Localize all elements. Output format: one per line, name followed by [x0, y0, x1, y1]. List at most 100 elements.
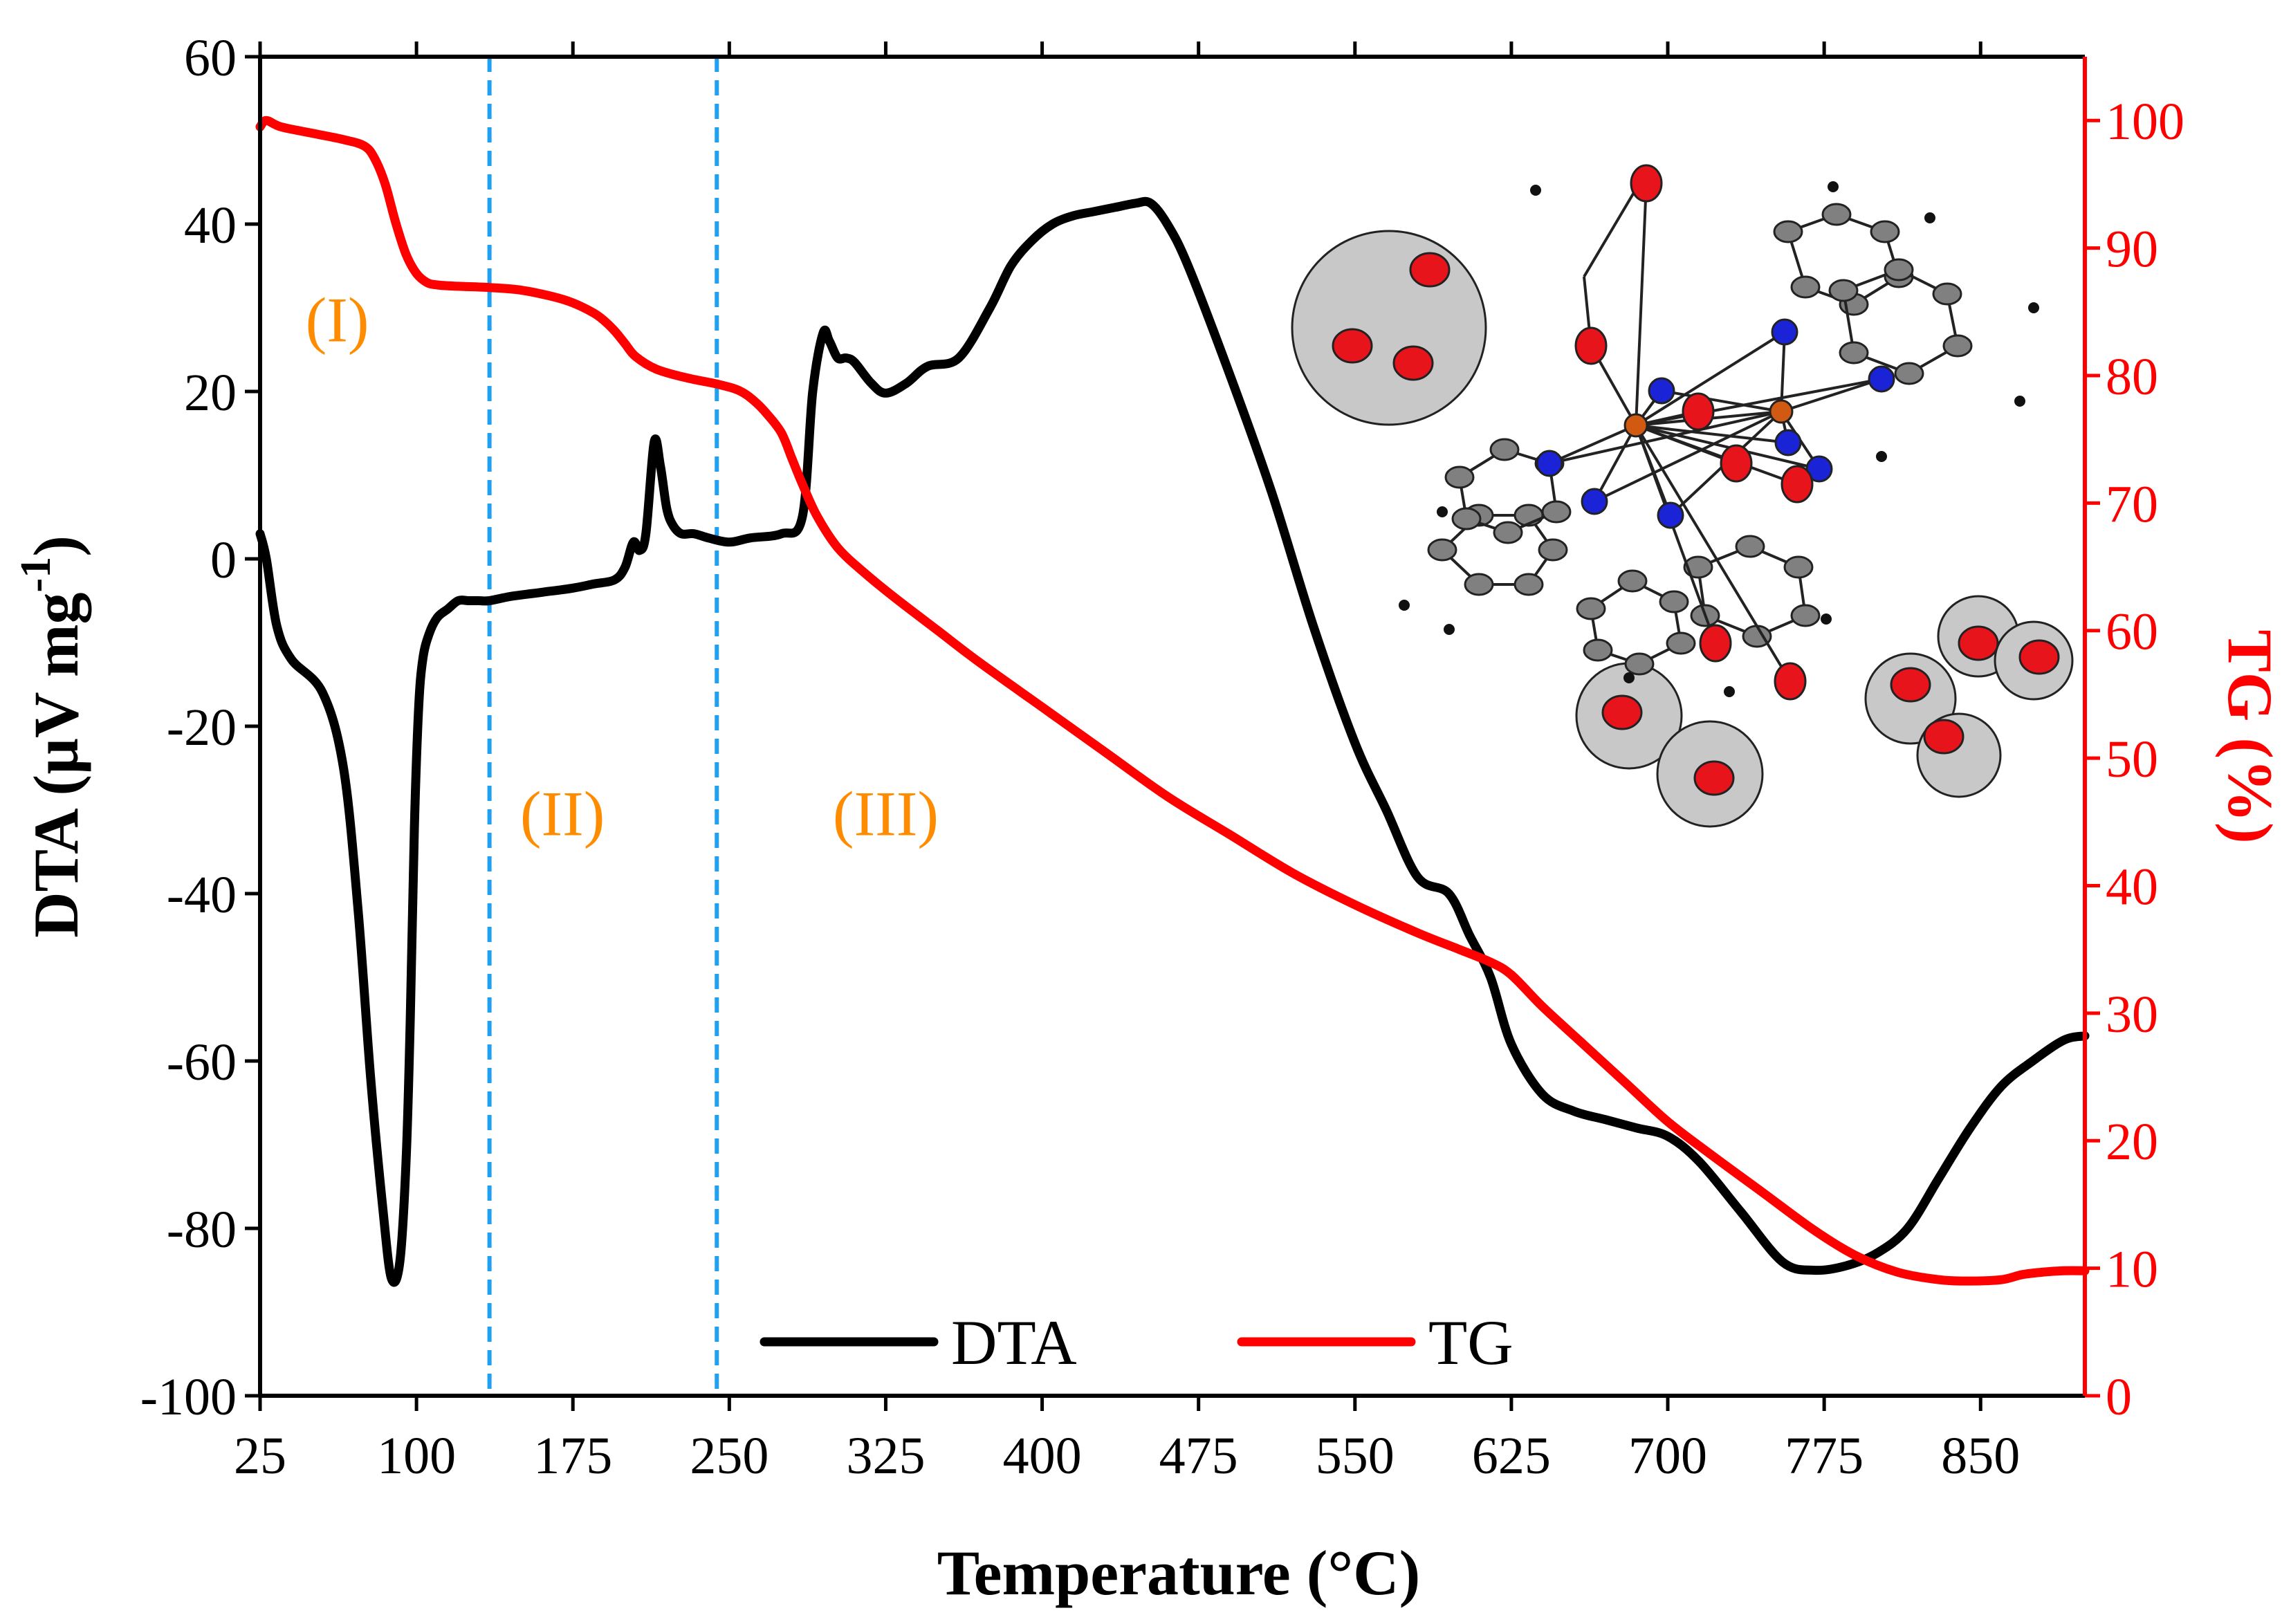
y-left-tick-label--100: -100 [140, 1368, 237, 1426]
water-oxygen-1 [1409, 252, 1451, 288]
hydrogen-6 [2028, 302, 2039, 313]
hydrogen-8 [1876, 451, 1887, 462]
carbon-ring1-5 [1464, 573, 1494, 596]
carbon-ring5-2 [1783, 555, 1814, 579]
y-left-axis-title: DTA (µV mg-1) [12, 535, 91, 938]
copper-1 [1623, 413, 1648, 438]
y-right-tick-label-70: 70 [2106, 475, 2158, 533]
bond [1635, 424, 1792, 683]
oxygen-1 [1574, 326, 1608, 365]
bond [1583, 182, 1641, 278]
nitrogen-2 [1536, 450, 1563, 477]
hydrogen-7 [2014, 396, 2025, 407]
svg-text:DTA (µV mg-1): DTA (µV mg-1) [12, 535, 91, 938]
water-oxygen-3 [1392, 345, 1434, 381]
carbon-ring6-3 [1666, 631, 1696, 655]
x-tick-label-625: 625 [1472, 1427, 1551, 1485]
oxygen-7 [1630, 164, 1663, 203]
carbon-ring3-5 [1790, 275, 1821, 299]
oxygen-5 [1699, 624, 1732, 663]
x-tick-label-400: 400 [1003, 1427, 1082, 1485]
series-line-dta [255, 196, 2090, 1287]
region-label-3: (III) [833, 778, 939, 849]
carbon-ring2-0 [1444, 465, 1475, 489]
region-dividers [487, 57, 719, 1396]
axes: 25 100 175 250 325 400 475 550 625 700 775 850-100-… [140, 29, 2184, 1485]
carbon-ring6-1 [1617, 569, 1648, 593]
x-tick-label-25: 25 [234, 1427, 286, 1485]
water-oxygen-4 [1601, 694, 1643, 730]
region-label-1: (I) [306, 284, 369, 355]
nitrogen-1 [1648, 377, 1675, 405]
oxygen-6 [1774, 662, 1807, 701]
oxygen-2 [1682, 392, 1715, 431]
nitrogen-5 [1771, 318, 1798, 346]
copper-2 [1769, 399, 1794, 424]
crystal-structure-inset [1291, 164, 2074, 828]
water-oxygen-5 [1693, 760, 1735, 796]
y-right-tick-label-40: 40 [2106, 858, 2158, 916]
y-right-axis-title: TG (%) [2215, 629, 2282, 843]
carbon-ring4-4 [1894, 362, 1924, 385]
carbon-ring2-3 [1541, 500, 1572, 524]
x-tick-label-250: 250 [690, 1427, 769, 1485]
carbon-ring3-1 [1821, 203, 1852, 226]
water-halo-1 [1291, 230, 1487, 426]
carbon-ring5-3 [1790, 604, 1821, 627]
bond [1635, 424, 1798, 486]
region-label-2: (II) [520, 778, 605, 849]
y-right-tick-label-10: 10 [2106, 1241, 2158, 1299]
hydrogen-9 [1821, 613, 1832, 625]
bond [1635, 424, 1820, 470]
bond [1549, 424, 1637, 465]
nitrogen-4 [1657, 501, 1684, 529]
y-right-tick-label-90: 90 [2106, 221, 2158, 279]
bond [1635, 424, 1789, 444]
carbon-ring6-2 [1659, 590, 1689, 613]
y-right-tick-label-80: 80 [2106, 348, 2158, 406]
x-tick-label-175: 175 [533, 1427, 612, 1485]
y-right-tick-label-20: 20 [2106, 1113, 2158, 1171]
carbon-ring6-4 [1624, 652, 1655, 676]
y-right-tick-label-0: 0 [2106, 1368, 2132, 1426]
legend-label-tg: TG [1428, 1307, 1513, 1378]
hydrogen-11 [1623, 672, 1635, 683]
y-left-tick-label--80: -80 [167, 1201, 237, 1259]
y-left-tick-label-0: 0 [210, 531, 237, 589]
carbon-ring2-5 [1451, 507, 1482, 530]
x-tick-label-475: 475 [1159, 1427, 1238, 1485]
y-left-title-close: ) [21, 535, 91, 557]
carbon-ring6-5 [1583, 638, 1613, 662]
water-oxygen-8 [1958, 625, 1999, 661]
svg-text:TG (%): TG (%) [2215, 629, 2282, 843]
y-left-tick-label--60: -60 [167, 1033, 237, 1091]
hydrogen-10 [1724, 686, 1735, 697]
x-tick-label-700: 700 [1628, 1427, 1707, 1485]
oxygen-4 [1780, 465, 1814, 504]
x-tick-label-775: 775 [1785, 1427, 1864, 1485]
y-right-tick-label-50: 50 [2106, 730, 2158, 788]
carbon-ring4-2 [1932, 282, 1962, 306]
hydrogen-3 [1530, 185, 1541, 196]
y-left-tick-label-40: 40 [184, 196, 237, 255]
carbon-ring1-4 [1513, 573, 1544, 596]
hydrogen-12 [1444, 624, 1455, 635]
carbon-ring2-4 [1493, 521, 1523, 544]
bond [1594, 410, 1782, 503]
bond [1780, 378, 1882, 413]
legend-label-dta: DTA [951, 1307, 1077, 1378]
x-tick-label-850: 850 [1941, 1427, 2020, 1485]
bond [1635, 425, 1717, 644]
x-axis-title: Temperature (°C) [937, 1538, 1421, 1608]
hydrogen-5 [1924, 212, 1935, 223]
carbon-ring3-2 [1870, 220, 1900, 243]
y-left-tick-label--20: -20 [167, 699, 237, 757]
water-oxygen-9 [2018, 639, 2060, 675]
oxygen-3 [1720, 444, 1753, 483]
carbon-ring3-0 [1773, 220, 1803, 243]
carbon-ring5-0 [1683, 555, 1713, 579]
nitrogen-6 [1868, 365, 1895, 393]
y-left-tick-label-20: 20 [184, 364, 237, 422]
nitrogen-3 [1581, 488, 1608, 515]
